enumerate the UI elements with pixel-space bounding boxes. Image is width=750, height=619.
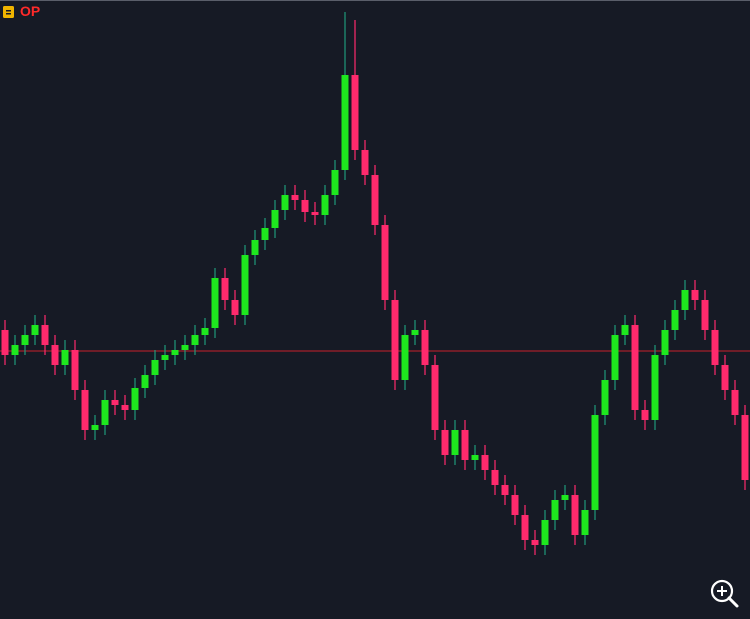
candle-body <box>91 425 99 430</box>
symbol-icon <box>3 6 14 18</box>
candle-body <box>301 200 309 212</box>
candle-body <box>461 430 469 460</box>
candle-body <box>1 330 9 355</box>
candle-body <box>241 255 249 315</box>
candle-body <box>561 495 569 500</box>
candle-body <box>391 300 399 380</box>
candle-body <box>61 350 69 365</box>
candle-body <box>201 328 209 335</box>
candle-body <box>271 210 279 228</box>
candle-body <box>611 335 619 380</box>
candle-body <box>451 430 459 455</box>
candle-body <box>721 365 729 390</box>
candle-body <box>221 278 229 300</box>
candle-body <box>341 75 349 170</box>
candle-body <box>701 300 709 330</box>
candle-body <box>141 375 149 388</box>
candle-body <box>431 365 439 430</box>
candle-body <box>321 195 329 215</box>
candle-body <box>291 195 299 200</box>
candle-body <box>381 225 389 300</box>
candle-body <box>621 325 629 335</box>
candle-body <box>161 355 169 360</box>
candle-body <box>151 360 159 375</box>
plot-area <box>0 12 750 555</box>
candle-body <box>331 170 339 195</box>
candle-body <box>541 520 549 545</box>
candle-body <box>411 330 419 335</box>
candle-body <box>691 290 699 300</box>
candle-body <box>71 350 79 390</box>
zoom-button[interactable] <box>710 579 739 608</box>
chart-title: OP <box>20 3 40 19</box>
candle-body <box>281 195 289 210</box>
candle-body <box>521 515 529 540</box>
candle-body <box>171 350 179 355</box>
candle-body <box>51 345 59 365</box>
candle-body <box>41 325 49 345</box>
candle-body <box>481 455 489 470</box>
candle-body <box>111 400 119 405</box>
candle-body <box>11 345 19 355</box>
candle-body <box>121 405 129 410</box>
candle-body <box>641 410 649 420</box>
candle-body <box>251 240 259 255</box>
candle-body <box>371 175 379 225</box>
candle-body <box>231 300 239 315</box>
candle-body <box>101 400 109 425</box>
candle-body <box>491 470 499 485</box>
candle-body <box>601 380 609 415</box>
candle-body <box>711 330 719 365</box>
candle-body <box>591 415 599 510</box>
candle-body <box>501 485 509 495</box>
candle-body <box>671 310 679 330</box>
candle-body <box>361 150 369 175</box>
candle-body <box>21 335 29 345</box>
candle-body <box>581 510 589 535</box>
candle-body <box>351 75 359 150</box>
candle-body <box>651 355 659 420</box>
candle-body <box>261 228 269 240</box>
candle-body <box>311 212 319 215</box>
candle-body <box>31 325 39 335</box>
candle-body <box>551 500 559 520</box>
candle-body <box>401 335 409 380</box>
candle-body <box>531 540 539 545</box>
candle-body <box>511 495 519 515</box>
candle-body <box>631 325 639 410</box>
candle-body <box>571 495 579 535</box>
candle-body <box>181 345 189 350</box>
candle-body <box>441 430 449 455</box>
candle-body <box>471 455 479 460</box>
candle-body <box>191 335 199 345</box>
candle-body <box>741 415 749 480</box>
candle-body <box>681 290 689 310</box>
candle-body <box>731 390 739 415</box>
candle-body <box>81 390 89 430</box>
candle-body <box>421 330 429 365</box>
candle-body <box>211 278 219 328</box>
candle-body <box>661 330 669 355</box>
candle-body <box>131 388 139 410</box>
